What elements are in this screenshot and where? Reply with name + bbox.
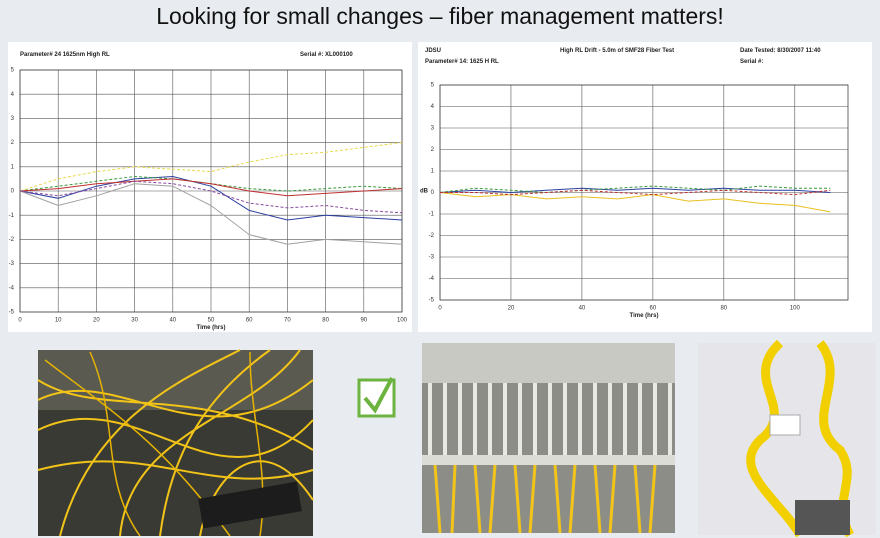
x-tick-label: 80 (720, 306, 727, 312)
x-tick-label: 80 (322, 318, 329, 324)
check-icon (359, 378, 394, 416)
x-tick-label: 20 (508, 306, 515, 312)
x-tick-label: 40 (579, 306, 586, 312)
x-tick-label: 70 (284, 318, 291, 324)
x-tick-label: 100 (790, 306, 801, 312)
y-tick-label: -3 (429, 255, 435, 261)
x-tick-label: 90 (360, 318, 367, 324)
x-axis-label: Time (hrs) (630, 313, 659, 319)
y-tick-label: -3 (9, 261, 15, 267)
photo-organized-fibers (422, 343, 675, 533)
x-tick-label: 40 (169, 318, 176, 324)
y-tick-label: -5 (9, 310, 15, 316)
y-tick-label: -2 (429, 233, 435, 239)
x-tick-label: 10 (55, 318, 62, 324)
x-tick-label: 30 (131, 318, 138, 324)
y-axis-label: dB (420, 189, 429, 195)
y-tick-label: -2 (9, 237, 15, 243)
y-tick-label: -4 (429, 276, 435, 282)
x-tick-label: 100 (397, 318, 408, 324)
x-tick-label: 20 (93, 318, 100, 324)
y-tick-label: -1 (429, 212, 435, 218)
photo-coiled-fibers (698, 343, 876, 535)
chart-header: Date Tested: 8/30/2007 11:40 (740, 48, 821, 54)
photo-tangled-fibers (38, 350, 313, 536)
y-tick-label: -1 (9, 213, 15, 219)
x-tick-label: 60 (246, 318, 253, 324)
chart-header: Serial #: XL000100 (300, 52, 353, 58)
x-axis-label: Time (hrs) (197, 325, 226, 331)
slide: Looking for small changes – fiber manage… (0, 0, 880, 538)
y-tick-label: -4 (9, 285, 15, 291)
chart-header: JDSU (425, 48, 441, 54)
chart-header: Parameter# 14: 1625 H RL (425, 59, 499, 65)
chart-header: Serial #: (740, 59, 763, 65)
x-tick-label: 50 (208, 318, 215, 324)
slide-title: Looking for small changes – fiber manage… (156, 3, 724, 29)
chart-header: High RL Drift - 5.0m of SMF28 Fiber Test (560, 48, 674, 54)
chart-header: Parameter# 24 1625nm High RL (20, 52, 110, 58)
y-tick-label: -5 (429, 298, 435, 304)
slide-canvas: Looking for small changes – fiber manage… (0, 0, 880, 538)
x-tick-label: 60 (650, 306, 657, 312)
